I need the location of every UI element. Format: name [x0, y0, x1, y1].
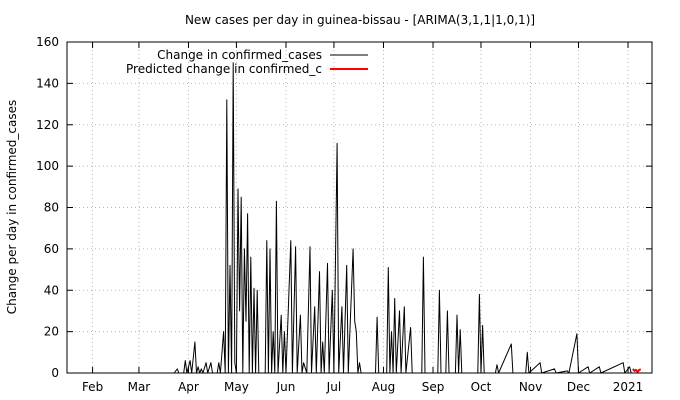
legend-label-actual: Change in confirmed_cases: [157, 48, 322, 62]
grid: [67, 42, 652, 373]
legend-label-predicted: Predicted change in confirmed_c: [126, 62, 322, 76]
legend: Change in confirmed_cases Predicted chan…: [126, 48, 368, 76]
x-tick-label: Apr: [178, 380, 199, 394]
series-layer: [173, 62, 642, 374]
x-tick-label: Jul: [326, 380, 341, 394]
y-tick-label: 160: [36, 35, 59, 49]
y-tick-label: 120: [36, 118, 59, 132]
y-tick-label: 80: [44, 201, 59, 215]
x-tick-label: Sep: [422, 380, 445, 394]
chart-title: New cases per day in guinea-bissau - [AR…: [185, 13, 535, 27]
x-tick-label: May: [224, 380, 249, 394]
y-tick-label: 20: [44, 325, 59, 339]
y-tick-label: 140: [36, 76, 59, 90]
x-tick-label: Mar: [128, 380, 151, 394]
series-line-actual: [173, 62, 632, 374]
x-tick-label: Jun: [276, 380, 296, 394]
x-tick-label: Feb: [82, 380, 103, 394]
series-line-predicted: [632, 368, 642, 373]
x-tick-label: Oct: [471, 380, 492, 394]
x-tick-label: Aug: [372, 380, 395, 394]
y-tick-label: 100: [36, 159, 59, 173]
y-tick-label: 40: [44, 283, 59, 297]
ticks: 0 20 40 60 80 100 120 140 160 Feb Mar Apr May Jun Jul A…: [36, 35, 652, 394]
x-tick-label: Dec: [567, 380, 590, 394]
x-tick-label: 2021: [613, 380, 644, 394]
x-tick-label: Nov: [519, 380, 542, 394]
y-tick-label: 0: [51, 366, 59, 380]
y-axis-label: Change per day in confirmed_cases: [5, 100, 19, 315]
y-tick-label: 60: [44, 242, 59, 256]
